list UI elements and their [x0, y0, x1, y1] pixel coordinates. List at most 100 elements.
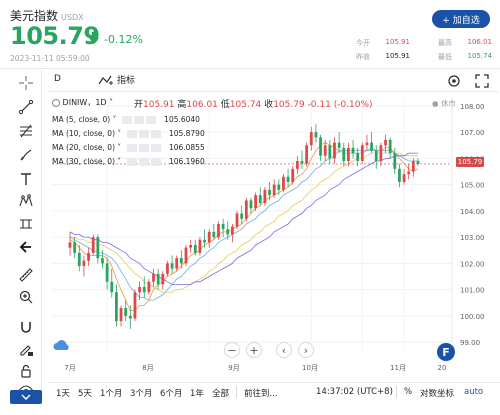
brush-tool[interactable]: [14, 146, 38, 164]
ma-5-label: MA (5, close, 0): [52, 115, 111, 124]
candle-body: [138, 287, 141, 293]
candle-body: [133, 292, 137, 319]
y-tick-label: 104.00: [460, 208, 485, 216]
candle-body: [142, 287, 146, 293]
scroll-right-button[interactable]: ›: [298, 342, 314, 358]
ma-legend-10[interactable]: MA (10, close, 0) ˅ 105.8790: [52, 129, 205, 138]
zoom-tool[interactable]: [14, 288, 38, 306]
text-tool[interactable]: [14, 170, 38, 188]
ma-10-value: 105.8790: [168, 129, 205, 138]
pencil-lock-icon: [20, 345, 33, 356]
timeframe-1d[interactable]: 1天: [56, 389, 70, 399]
x-axis: 7月 8月 9月 10月 11月 20: [64, 98, 453, 372]
candle-body: [398, 168, 401, 182]
timeframe-3m[interactable]: 3个月: [130, 389, 153, 399]
ma-legend-30[interactable]: MA (30, close, 0) ˅ 106.1960: [52, 157, 205, 166]
candle-body: [221, 224, 225, 230]
timeframe-all[interactable]: 全部: [212, 389, 230, 399]
candle-body: [124, 308, 128, 316]
candle-body: [291, 168, 295, 182]
lock-draw-tool[interactable]: [14, 340, 38, 358]
ma-legend-20[interactable]: MA (20, close, 0) ˅ 106.0855: [52, 143, 205, 152]
x-tick-label: 11月: [390, 364, 406, 372]
candle-body: [226, 229, 230, 235]
ma-10-label: MA (10, close, 0): [52, 129, 116, 138]
zoom-out-button[interactable]: −: [224, 342, 240, 358]
x-tick-label: 8月: [142, 364, 153, 372]
symbol-label[interactable]: DINIW，1D: [62, 98, 107, 107]
trendline-icon: [18, 99, 34, 115]
y-tick-label: 108.00: [460, 103, 485, 111]
log-scale-toggle[interactable]: 对数坐标: [420, 389, 455, 399]
ma-5-controls-icon[interactable]: [121, 116, 158, 124]
ma-20-label: MA (20, close, 0): [52, 143, 116, 152]
candle-body: [115, 292, 118, 322]
chevron-down-icon: [21, 394, 31, 401]
timeframe-5d[interactable]: 5天: [78, 389, 92, 399]
chart-frame: [0, 68, 500, 415]
zoom-in-button[interactable]: +: [246, 342, 262, 358]
candle-body: [402, 174, 406, 182]
timeframe-1m[interactable]: 1个月: [100, 389, 123, 399]
collapse-legend-icon[interactable]: [52, 98, 60, 107]
timeframe-6m[interactable]: 6个月: [160, 389, 183, 399]
cloud-icon[interactable]: [52, 338, 72, 352]
candle-body: [286, 176, 290, 182]
brand-badge[interactable]: F: [437, 343, 455, 361]
candle-body: [370, 142, 373, 151]
candle-body: [179, 258, 183, 264]
ma-30-controls-icon[interactable]: [126, 158, 163, 166]
fib-tool[interactable]: [14, 122, 38, 140]
candle-body: [105, 263, 109, 282]
open-label: 开: [134, 100, 144, 110]
measure-tool[interactable]: [14, 215, 38, 233]
y-tick-label: 103.00: [460, 234, 485, 242]
brush-icon: [20, 149, 32, 161]
ma-legend-5[interactable]: MA (5, close, 0) ˅ 105.6040: [52, 115, 200, 124]
settings-gear-icon[interactable]: [446, 73, 462, 89]
candlestick-chart[interactable]: 108.00107.00106.00105.00104.00103.00102.…: [48, 92, 500, 382]
collapse-toolbar-button[interactable]: [10, 390, 42, 404]
candle-body: [365, 142, 369, 146]
y-tick-label: 102.00: [460, 260, 485, 268]
candle-body: [407, 171, 411, 175]
x-tick-label: 10月: [302, 364, 318, 372]
pattern-tool[interactable]: [14, 192, 38, 210]
goto-date-button[interactable]: 前往到...: [244, 389, 278, 399]
trendline-tool[interactable]: [14, 98, 38, 116]
back-tool[interactable]: [14, 238, 38, 256]
ma-20-controls-icon[interactable]: [126, 144, 163, 152]
moving-average-lines: [69, 142, 419, 312]
add-watchlist-button[interactable]: + 加自选: [432, 10, 490, 28]
candles: [68, 124, 420, 329]
clock-time[interactable]: 14:37:02 (UTC+8): [316, 387, 393, 397]
drawing-toolbar: [10, 70, 42, 397]
y-tick-label: 99.00: [460, 339, 480, 347]
candle-body: [198, 239, 202, 253]
auto-scale-toggle[interactable]: auto: [464, 387, 484, 397]
scroll-left-button[interactable]: ‹: [276, 342, 292, 358]
percent-toggle[interactable]: %: [404, 387, 413, 397]
candle-body: [277, 184, 281, 190]
fib-icon: [20, 124, 32, 138]
candle-body: [235, 213, 239, 227]
ma-30-label: MA (30, close, 0): [52, 157, 116, 166]
indicators-button[interactable]: 指标: [98, 73, 135, 86]
fullscreen-icon[interactable]: [474, 73, 490, 89]
timeframe-1y[interactable]: 1年: [190, 389, 204, 399]
ma-10-controls-icon[interactable]: [126, 130, 163, 138]
crosshair-tool[interactable]: [14, 74, 38, 92]
interval-selector[interactable]: D: [54, 74, 61, 84]
lock-tool[interactable]: [14, 362, 38, 380]
candle-body: [96, 237, 100, 259]
candle-body: [272, 184, 276, 196]
candle-body: [152, 273, 155, 282]
x-tick-label: 7月: [64, 364, 75, 372]
ruler-tool[interactable]: [14, 266, 38, 284]
symbol-chevron-icon[interactable]: ˅: [109, 98, 114, 107]
candle-body: [258, 195, 262, 203]
candle-body: [161, 273, 165, 285]
open-value: 105.91: [143, 100, 175, 110]
candle-body: [351, 147, 355, 154]
magnet-tool[interactable]: [14, 318, 38, 336]
